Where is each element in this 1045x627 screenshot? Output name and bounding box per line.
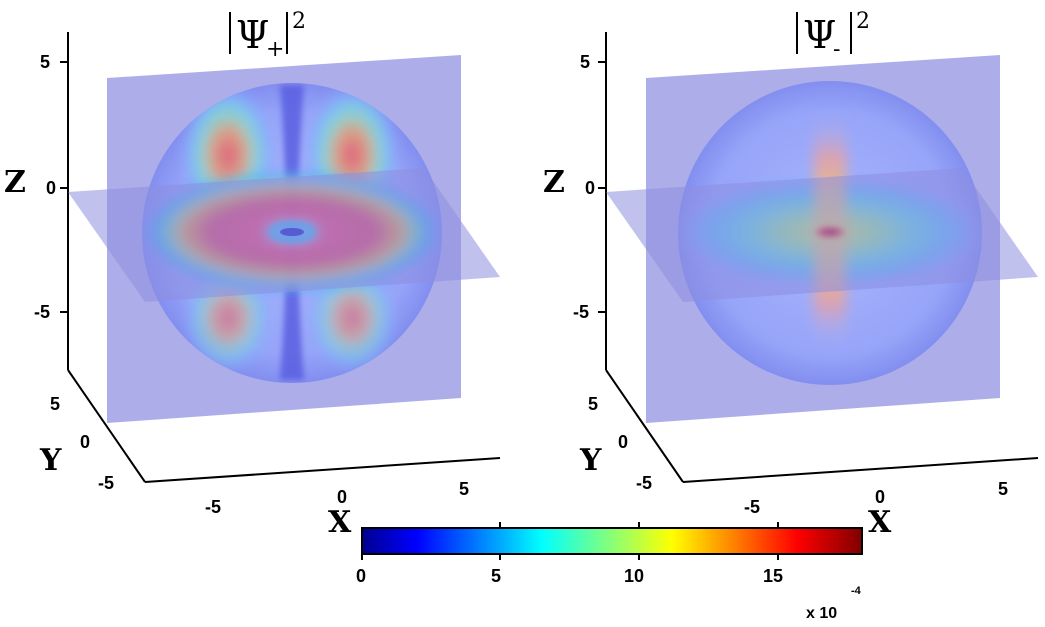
x-tick: 0 [337,487,347,507]
z-axis-label: Z [543,165,565,200]
z-tick: 0 [46,178,56,198]
panel-title: Ψ - 2 [796,9,870,62]
y-ticks: 5 0 -5 [588,394,652,493]
y-axis-label: Y [579,443,602,478]
horizontal-slice-plane [68,168,500,302]
horizontal-slice-plane [606,168,1038,302]
x-tick: 5 [998,479,1008,499]
colorbar-gradient [361,527,863,555]
panel-psi-minus: 5 0 -5 5 0 -5 -5 0 5 Z Y X Ψ - 2 [543,9,1039,540]
z-axis-label: Z [4,165,26,200]
axes-frame [60,32,501,483]
z-tick: 0 [585,178,595,198]
y-tick: 0 [618,432,628,452]
title-symbol: Ψ [236,13,269,57]
panel-psi-plus: 5 0 -5 5 0 -5 -5 0 5 Z Y X Ψ + 2 [4,9,501,540]
title-subscript: + [266,37,284,62]
z-tick: 5 [40,52,50,72]
y-tick: 5 [588,394,598,414]
z-ticks: 5 0 -5 [34,52,56,322]
x-ticks: -5 0 5 [205,479,469,517]
x-tick: 0 [875,487,885,507]
z-tick: -5 [573,302,589,322]
colorbar-tick-marks [361,522,779,560]
y-tick: -5 [636,473,652,493]
y-tick: 5 [50,394,60,414]
x-ticks: -5 0 5 [744,479,1008,517]
y-ticks: 5 0 -5 [50,394,114,493]
colorbar-tick-label: 10 [624,566,644,586]
z-tick: -5 [34,302,50,322]
z-tick: 5 [580,52,590,72]
x-tick: 5 [459,479,469,499]
x-tick: -5 [205,497,221,517]
colorbar: 0 5 10 15 x 10 -4 [356,522,863,622]
x-tick: -5 [744,497,760,517]
colorbar-tick-label: 0 [356,566,366,586]
z-ticks: 5 0 -5 [573,52,595,322]
colorbar-tick-label: 5 [491,566,501,586]
colorbar-tick-label: 15 [763,566,783,586]
colorbar-multiplier: x 10 [806,605,837,622]
title-symbol: Ψ [803,13,836,57]
x-axis-label: X [868,505,892,540]
title-subscript: - [833,37,840,62]
y-tick: -5 [98,473,114,493]
colorbar-multiplier-exponent: -4 [851,585,862,597]
y-tick: 0 [80,432,90,452]
title-superscript: 2 [292,9,306,34]
panel-title: Ψ + 2 [229,9,306,62]
x-axis-label: X [328,505,352,540]
y-axis-label: Y [39,443,62,478]
title-superscript: 2 [856,9,870,34]
axes-frame [598,32,1039,483]
